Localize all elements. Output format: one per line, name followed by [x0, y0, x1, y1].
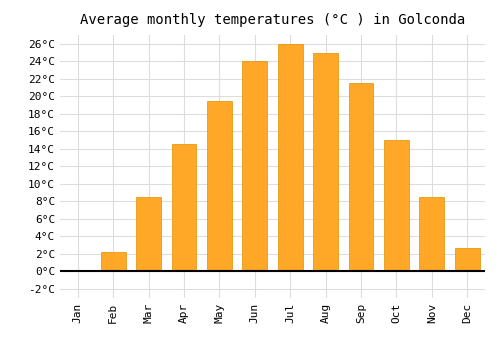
Title: Average monthly temperatures (°C ) in Golconda: Average monthly temperatures (°C ) in Go… [80, 13, 465, 27]
Bar [313, 52, 338, 271]
Bar [136, 197, 161, 271]
Bar [242, 61, 267, 271]
Bar [420, 197, 444, 271]
Bar [278, 44, 302, 271]
Bar [172, 144, 196, 271]
Bar [455, 248, 479, 271]
Bar [384, 140, 409, 271]
Bar [100, 252, 126, 271]
Bar [207, 101, 232, 271]
Bar [348, 83, 374, 271]
